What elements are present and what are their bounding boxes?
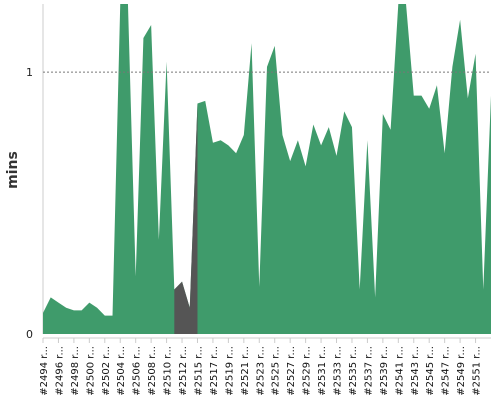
x-tick-label: #2502 r...: [101, 346, 112, 396]
data-point[interactable]: [474, 52, 478, 56]
x-tick-label: #2541 r...: [394, 346, 405, 396]
data-point[interactable]: [64, 306, 68, 310]
x-tick-label: #2494 r...: [39, 346, 50, 396]
x-tick-label: #2512 r...: [178, 346, 189, 396]
x-tick-label: #2504 r...: [116, 346, 127, 396]
data-point[interactable]: [404, 2, 408, 6]
area-layer: [41, 2, 493, 335]
data-point[interactable]: [381, 112, 385, 116]
data-point[interactable]: [319, 143, 323, 147]
y-tick-label: 1: [26, 66, 33, 79]
data-point[interactable]: [396, 2, 400, 6]
data-point[interactable]: [180, 280, 184, 284]
data-point[interactable]: [365, 138, 369, 142]
data-point[interactable]: [41, 311, 45, 315]
data-point[interactable]: [203, 99, 207, 103]
data-point[interactable]: [188, 306, 192, 310]
data-point[interactable]: [111, 314, 115, 318]
x-tick-label: #2537 r...: [363, 346, 374, 396]
data-point[interactable]: [327, 125, 331, 129]
x-tick-label: #2549 r...: [456, 346, 467, 396]
x-tick-label: #2510 r...: [163, 346, 174, 396]
data-point[interactable]: [126, 2, 130, 6]
data-point[interactable]: [56, 301, 60, 305]
x-tick-label: #2519 r...: [224, 346, 235, 396]
x-tick-label: #2531 r...: [317, 346, 328, 396]
data-point[interactable]: [489, 94, 493, 98]
data-point[interactable]: [265, 65, 269, 69]
data-point[interactable]: [103, 314, 107, 318]
data-point[interactable]: [95, 306, 99, 310]
data-point[interactable]: [466, 96, 470, 100]
x-tick-label: #2547 r...: [441, 346, 452, 396]
data-point[interactable]: [443, 151, 447, 155]
x-tick-label: #2543 r...: [410, 346, 421, 396]
data-point[interactable]: [427, 107, 431, 111]
data-point[interactable]: [250, 41, 254, 45]
data-point[interactable]: [450, 65, 454, 69]
data-point[interactable]: [165, 60, 169, 64]
data-point[interactable]: [288, 159, 292, 163]
data-point[interactable]: [296, 138, 300, 142]
data-point[interactable]: [257, 285, 261, 289]
failed-build-area: [174, 103, 198, 335]
data-point[interactable]: [435, 83, 439, 87]
x-tick-label: #2527 r...: [286, 346, 297, 396]
data-point[interactable]: [419, 94, 423, 98]
data-point[interactable]: [280, 133, 284, 137]
data-point[interactable]: [412, 94, 416, 98]
x-tick-label: #2533 r...: [333, 346, 344, 396]
x-tick-label: #2506 r...: [132, 346, 143, 396]
data-point[interactable]: [226, 143, 230, 147]
x-tick-label: #2523 r...: [255, 346, 266, 396]
duration-area: [43, 4, 491, 334]
data-point[interactable]: [350, 125, 354, 129]
x-tick-label: #2545 r...: [425, 346, 436, 396]
x-tick-label: #2529 r...: [302, 346, 313, 396]
data-point[interactable]: [149, 23, 153, 27]
data-point[interactable]: [389, 128, 393, 132]
data-point[interactable]: [134, 274, 138, 278]
data-point[interactable]: [311, 122, 315, 126]
data-point[interactable]: [80, 308, 84, 312]
x-tick-label: #2496 r...: [54, 346, 65, 396]
data-point[interactable]: [219, 138, 223, 142]
x-tick-label: #2551 r...: [472, 346, 483, 396]
x-tick-label: #2535 r...: [348, 346, 359, 396]
x-tick-label: #2498 r...: [70, 346, 81, 396]
x-tick-label: #2508 r...: [147, 346, 158, 396]
data-point[interactable]: [172, 287, 176, 291]
axis-layer: 0 1 #2494 r... #2496 r... #2498 r... #2500 r.…: [26, 66, 491, 396]
data-point[interactable]: [481, 287, 485, 291]
data-point[interactable]: [358, 287, 362, 291]
data-point[interactable]: [234, 151, 238, 155]
data-point[interactable]: [87, 301, 91, 305]
data-point[interactable]: [342, 109, 346, 113]
data-point[interactable]: [141, 36, 145, 40]
data-point[interactable]: [458, 18, 462, 22]
data-point[interactable]: [72, 308, 76, 312]
data-point[interactable]: [195, 102, 199, 106]
data-point[interactable]: [157, 238, 161, 242]
data-point[interactable]: [373, 295, 377, 299]
y-tick-label: 0: [26, 328, 33, 341]
data-point[interactable]: [335, 154, 339, 158]
x-tick-label: #2521 r...: [240, 346, 251, 396]
data-point[interactable]: [49, 295, 53, 299]
data-point[interactable]: [242, 133, 246, 137]
data-point[interactable]: [273, 44, 277, 48]
x-tick-label: #2539 r...: [379, 346, 390, 396]
data-point[interactable]: [211, 141, 215, 145]
data-point[interactable]: [118, 2, 122, 6]
y-axis-label: mins: [5, 151, 21, 189]
x-tick-label: #2500 r...: [85, 346, 96, 396]
x-tick-label: #2525 r...: [271, 346, 282, 396]
x-tick-label: #2517 r...: [209, 346, 220, 396]
data-point[interactable]: [304, 164, 308, 168]
x-tick-label: #2515 r...: [193, 346, 204, 396]
